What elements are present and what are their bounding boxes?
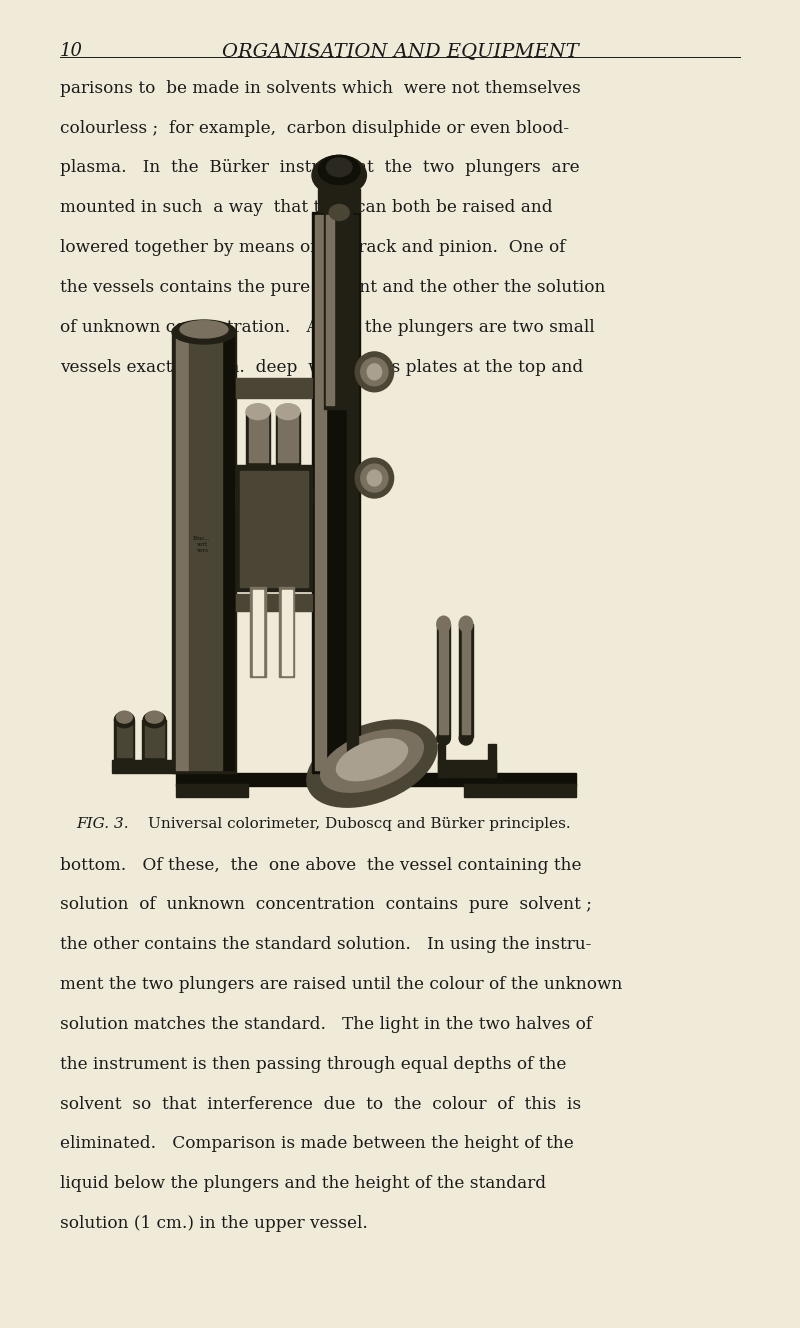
Ellipse shape [459,732,473,745]
Text: eliminated.   Comparison is made between the height of the: eliminated. Comparison is made between t… [60,1135,574,1153]
Polygon shape [176,335,188,770]
Ellipse shape [276,404,300,420]
Ellipse shape [361,463,388,491]
Ellipse shape [246,404,270,420]
Ellipse shape [367,364,382,380]
Polygon shape [240,471,308,587]
Ellipse shape [355,352,394,392]
Polygon shape [253,590,263,675]
Polygon shape [278,416,298,462]
Text: vessels exactly  1 cm.  deep  with  glass plates at the top and: vessels exactly 1 cm. deep with glass pl… [60,359,583,376]
Ellipse shape [337,738,407,781]
Ellipse shape [437,732,450,745]
Polygon shape [315,215,326,770]
Text: lowered together by means of one rack and pinion.  One of: lowered together by means of one rack an… [60,239,566,256]
Polygon shape [438,744,445,777]
Ellipse shape [459,616,473,632]
Text: the instrument is then passing through equal depths of the: the instrument is then passing through e… [60,1056,566,1073]
Polygon shape [279,587,294,677]
Polygon shape [462,627,470,734]
Polygon shape [236,378,312,398]
Polygon shape [176,784,248,797]
Polygon shape [176,773,576,786]
Polygon shape [250,587,266,677]
Ellipse shape [146,712,163,722]
Ellipse shape [367,470,382,486]
Polygon shape [222,335,234,770]
Polygon shape [276,412,300,465]
Ellipse shape [437,616,450,632]
Polygon shape [488,744,496,777]
Polygon shape [117,722,132,757]
Polygon shape [145,722,164,757]
Polygon shape [439,627,448,734]
Polygon shape [249,416,268,462]
Polygon shape [172,332,236,773]
Ellipse shape [143,712,166,728]
Text: liquid below the plungers and the height of the standard: liquid below the plungers and the height… [60,1175,546,1193]
Polygon shape [318,189,360,212]
Ellipse shape [321,729,423,793]
Text: solution (1 cm.) in the upper vessel.: solution (1 cm.) in the upper vessel. [60,1215,368,1232]
Ellipse shape [326,158,352,177]
Ellipse shape [114,712,134,728]
Polygon shape [246,412,270,465]
Ellipse shape [355,458,394,498]
Polygon shape [236,594,312,611]
Text: bottom.   Of these,  the  one above  the vessel containing the: bottom. Of these, the one above the vess… [60,857,582,874]
Ellipse shape [307,720,437,807]
Polygon shape [282,590,292,675]
Polygon shape [324,212,352,409]
Polygon shape [459,624,473,737]
Polygon shape [438,760,496,777]
Text: FIG. 3.: FIG. 3. [76,817,129,831]
Polygon shape [347,215,358,770]
Ellipse shape [172,320,236,344]
Polygon shape [236,487,312,505]
Text: Universal colorimeter, Duboscq and Bürker principles.: Universal colorimeter, Duboscq and Bürke… [148,817,570,831]
Polygon shape [464,784,576,797]
Text: solvent  so  that  interference  due  to  the  colour  of  this  is: solvent so that interference due to the … [60,1096,581,1113]
Text: solution  of  unknown  concentration  contains  pure  solvent ;: solution of unknown concentration contai… [60,896,592,914]
Text: ORGANISATION AND EQUIPMENT: ORGANISATION AND EQUIPMENT [222,42,578,61]
Ellipse shape [330,205,349,220]
Ellipse shape [180,321,228,339]
Ellipse shape [318,155,360,185]
Text: of unknown concentration.   Above the plungers are two small: of unknown concentration. Above the plun… [60,319,594,336]
Text: solution matches the standard.   The light in the two halves of: solution matches the standard. The light… [60,1016,592,1033]
Text: ment the two plungers are raised until the colour of the unknown: ment the two plungers are raised until t… [60,976,622,993]
Ellipse shape [117,712,133,722]
Text: plasma.   In  the  Bürker  instrument  the  two  plungers  are: plasma. In the Bürker instrument the two… [60,159,580,177]
Text: the vessels contains the pure solvent and the other the solution: the vessels contains the pure solvent an… [60,279,606,296]
Polygon shape [326,215,334,405]
Polygon shape [236,465,312,591]
Text: the other contains the standard solution.   In using the instru-: the other contains the standard solution… [60,936,591,954]
Polygon shape [189,335,222,770]
Text: parisons to  be made in solvents which  were not themselves: parisons to be made in solvents which we… [60,80,581,97]
Polygon shape [437,624,450,737]
Ellipse shape [361,357,388,385]
Text: colourless ;  for example,  carbon disulphide or even blood-: colourless ; for example, carbon disulph… [60,120,569,137]
Polygon shape [142,720,166,760]
Polygon shape [114,720,134,760]
Text: mounted in such  a way  that they can both be raised and: mounted in such a way that they can both… [60,199,553,216]
Polygon shape [312,212,360,773]
Ellipse shape [312,155,366,195]
Polygon shape [112,760,176,773]
Text: 10: 10 [60,42,83,61]
Text: Emc...
vert
vers: Emc... vert vers [193,537,210,552]
